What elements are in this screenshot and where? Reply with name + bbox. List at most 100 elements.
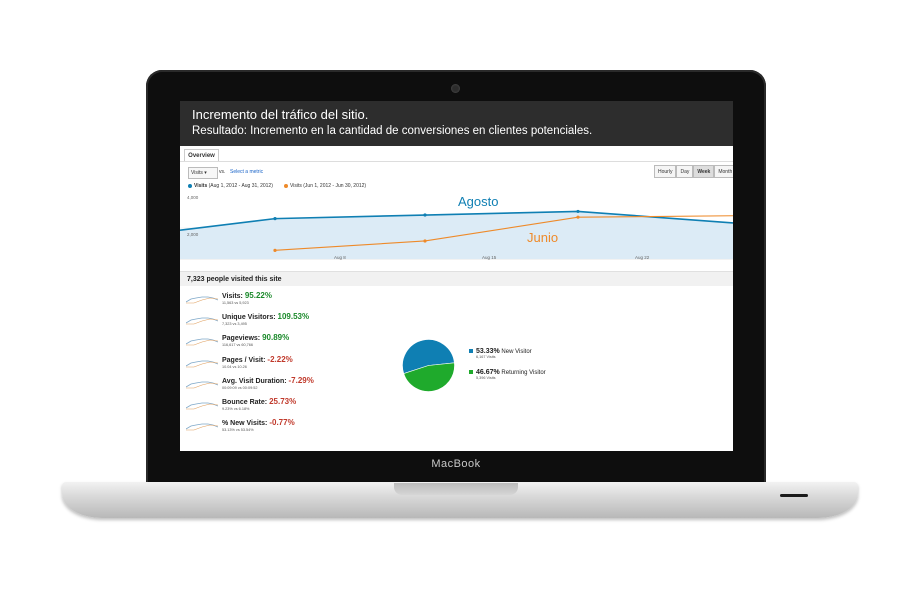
data-point (576, 215, 580, 219)
metric-name: Avg. Visit Duration: -7.29% (222, 376, 314, 385)
legend-dot (284, 184, 288, 188)
sparkline-icon (186, 402, 218, 410)
metric-change: 95.22% (244, 291, 272, 300)
metric-comparison: 00:09:09 vs 00:09:52 (222, 385, 258, 390)
legend-dot (188, 184, 192, 188)
pie-legend-returning: 46.67% Returning Visitor 5,396 Visits (469, 369, 546, 380)
metric-comparison: 10.04 vs 10.26 (222, 364, 247, 369)
caption-banner: Incremento del tráfico del sitio. Result… (180, 101, 733, 146)
metric-change: -2.22% (267, 354, 293, 364)
metric-row: Bounce Rate: 25.73% 9.23% vs 6.18% (186, 397, 386, 418)
metric-label: Visits: (222, 293, 243, 300)
day-button[interactable]: Day (676, 165, 694, 178)
legend-range: (Jun 1, 2012 - Jun 30, 2012) (303, 183, 367, 189)
banner-title: Incremento del tráfico del sitio. (192, 107, 369, 122)
metric-change: 90.89% (262, 333, 290, 343)
visitor-type-pie-chart (402, 339, 455, 392)
granularity-buttons: Hourly Day Week Month (654, 165, 733, 178)
series-area-aug (180, 211, 733, 259)
metric-label: Pageviews: (222, 335, 261, 343)
metric-comparison: 116,617 vs 60,766 (222, 343, 253, 348)
metric-row: % New Visits: -0.77% 53.13% vs 53.54% (186, 418, 386, 439)
metric-change: -0.77% (269, 418, 295, 428)
metric-row: Pages / Visit: -2.22% 10.04 vs 10.26 (186, 355, 386, 376)
pie-pct: 53.33% (476, 348, 500, 355)
pie-sub: 5,396 Visits (476, 376, 496, 380)
pie-label: Returning Visitor (501, 370, 546, 376)
metric-name: Visits: 95.22% (222, 291, 272, 300)
camera-icon (451, 84, 460, 93)
legend-swatch (469, 370, 473, 375)
sparkline-icon (186, 381, 218, 389)
metric-select-value: Visits (191, 170, 203, 176)
metric-name: Pageviews: 90.89% (222, 333, 289, 342)
tab-divider (180, 161, 733, 162)
sparkline-icon (186, 423, 218, 431)
metric-label: Avg. Visit Duration: (222, 377, 287, 385)
metric-row: Pageviews: 90.89% 116,617 vs 60,766 (186, 333, 386, 354)
sparkline-icon (186, 338, 218, 346)
metric-change: 109.53% (277, 312, 310, 322)
laptop-notch (394, 483, 518, 495)
annotation-agosto: Agosto (458, 194, 499, 209)
metric-name: Pages / Visit: -2.22% (222, 355, 293, 364)
month-button[interactable]: Month (714, 165, 733, 178)
pie-slice-new-visitor (402, 339, 455, 374)
legend-series-name: Visits (194, 183, 208, 189)
data-point (273, 248, 277, 252)
data-point (576, 209, 580, 214)
metric-comparison: 11,563 vs 5,923 (222, 301, 249, 305)
annotation-junio: Junio (527, 230, 559, 245)
select-metric-link[interactable]: Select a metric (230, 169, 264, 175)
metric-row: Unique Visitors: 109.53% 7,323 vs 3,495 (186, 312, 386, 333)
metric-comparison: 53.13% vs 53.54% (222, 428, 254, 433)
chevron-down-icon: ▾ (204, 170, 207, 176)
metric-label: Unique Visitors: (222, 314, 276, 322)
x-tick-label: Aug 15 (482, 255, 497, 260)
metric-name: Bounce Rate: 25.73% (222, 397, 296, 406)
pie-pct: 46.67% (476, 369, 500, 376)
week-button[interactable]: Week (693, 165, 715, 178)
laptop-screen: Incremento del tráfico del sitio. Result… (180, 101, 733, 451)
pie-sub: 6,167 Visits (476, 355, 496, 359)
series-line-jun (274, 215, 733, 251)
legend-range: (Aug 1, 2012 - Aug 31, 2012) (208, 183, 273, 189)
pie-slice-returning-visitor (403, 362, 455, 392)
legend-series-name: Visits (290, 183, 302, 189)
pie-legend-new: 53.33% New Visitor 6,167 Visits (469, 348, 532, 359)
visits-line-chart (180, 209, 733, 260)
metric-row: Avg. Visit Duration: -7.29% 00:09:09 vs 0… (186, 376, 386, 397)
metric-row: Visits: 95.22% 11,563 vs 5,923 (186, 291, 386, 312)
pie-label: New Visitor (501, 349, 532, 355)
tab-overview[interactable]: Overview (184, 149, 219, 162)
sparkline-icon (186, 360, 218, 367)
legend-entry-jun: Visits (Jun 1, 2012 - Jun 30, 2012) (284, 183, 366, 189)
sparkline-icon (186, 317, 218, 325)
x-tick-label: Aug 22 (635, 255, 650, 260)
metric-label: Pages / Visit: (222, 356, 266, 364)
metric-change: -7.29% (288, 375, 314, 385)
metric-select[interactable]: Visits ▾ (188, 167, 218, 179)
legend-swatch (469, 349, 473, 354)
section-header: 7,323 people visited this site (180, 271, 733, 286)
status-led (780, 494, 808, 497)
metric-change: 25.73% (269, 397, 297, 406)
data-point (423, 239, 427, 243)
data-point (423, 213, 427, 217)
metric-label: Bounce Rate: (222, 399, 268, 406)
metric-comparison: 7,323 vs 3,495 (222, 322, 247, 327)
legend-entry-aug: Visits (Aug 1, 2012 - Aug 31, 2012) (188, 183, 273, 189)
vs-label: vs. (219, 169, 226, 175)
sparkline-icon (186, 296, 218, 304)
x-tick-label: Aug 8 (334, 255, 346, 260)
data-point (273, 217, 277, 221)
metric-name: % New Visits: -0.77% (222, 418, 295, 427)
y-tick-label: 2,000 (187, 232, 199, 237)
hourly-button[interactable]: Hourly (654, 165, 677, 178)
y-tick-label: 4,000 (187, 195, 199, 200)
device-brand: MacBook (431, 458, 481, 470)
metric-label: % New Visits: (222, 420, 268, 428)
banner-subtitle: Resultado: Incremento en la cantidad de … (192, 125, 593, 137)
metric-comparison: 9.23% vs 6.18% (222, 407, 250, 411)
metric-name: Unique Visitors: 109.53% (222, 312, 309, 321)
